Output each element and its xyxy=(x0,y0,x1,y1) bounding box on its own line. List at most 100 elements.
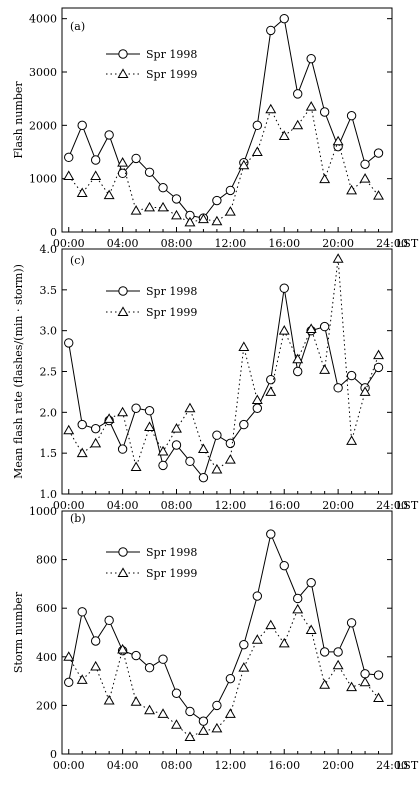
data-point-circle xyxy=(131,650,141,661)
data-point-triangle xyxy=(197,213,209,224)
data-point-circle xyxy=(118,286,128,296)
data-point-triangle xyxy=(319,364,331,374)
x-tick-label: 24:00 xyxy=(376,237,408,250)
data-point-triangle xyxy=(171,209,182,220)
data-point-circle xyxy=(306,577,316,588)
plot-frame xyxy=(61,248,393,495)
y-axis-label: Mean flash rate (flashes/(min · storm)) xyxy=(12,264,25,479)
legend-label: Spr 1999 xyxy=(146,68,197,81)
legend-entry: Spr 1999 xyxy=(106,567,197,580)
data-point-circle xyxy=(373,670,384,680)
data-point-triangle xyxy=(117,643,129,654)
x-tick-label: 16:00 xyxy=(268,237,300,250)
data-point-triangle xyxy=(63,651,75,661)
series-line xyxy=(68,532,379,722)
data-point-triangle xyxy=(211,722,223,733)
data-point-circle xyxy=(346,618,357,628)
data-point-circle xyxy=(77,607,87,617)
data-point-triangle xyxy=(319,173,331,184)
data-point-circle xyxy=(225,438,236,449)
y-tick-label: 3.0 xyxy=(40,325,58,338)
series-spr-1998 xyxy=(64,529,384,726)
series-spr-1999 xyxy=(63,253,384,474)
data-point-circle xyxy=(198,472,209,483)
plot-frame xyxy=(61,510,393,755)
data-point-triangle xyxy=(184,731,196,741)
data-point-triangle xyxy=(171,719,182,729)
x-tick-label: 12:00 xyxy=(215,759,247,772)
chart-panel-3: 0 200 400 600 800 1000 00:00 04:00 08:00 12:00 16:… xyxy=(12,505,419,772)
data-point-triangle xyxy=(251,394,263,405)
x-tick-label: 08:00 xyxy=(161,237,193,250)
data-point-triangle xyxy=(157,201,169,212)
data-point-circle xyxy=(158,460,168,471)
series-spr-1999 xyxy=(63,603,384,741)
data-point-circle xyxy=(225,185,236,196)
legend-label: Spr 1999 xyxy=(146,567,197,580)
data-point-circle xyxy=(319,321,330,332)
data-point-circle xyxy=(266,374,276,385)
legend-label: Spr 1998 xyxy=(146,285,197,298)
legend-label: Spr 1998 xyxy=(146,48,197,61)
y-tick-label: 4.0 xyxy=(40,243,58,256)
series-line xyxy=(68,105,379,223)
data-point-circle xyxy=(373,148,384,158)
data-point-circle xyxy=(346,111,357,121)
data-point-triangle xyxy=(305,624,317,635)
x-tick-label: 00:00 xyxy=(53,759,85,772)
data-point-triangle xyxy=(238,159,250,170)
data-point-triangle xyxy=(197,725,209,735)
y-axis-label: Storm number xyxy=(12,591,25,673)
x-unit-label: LST xyxy=(396,759,419,772)
chart-panel-2: 1.0 1.5 2.0 2.5 3.0 3.5 4.0 00:00 04:00 08:00 12:0… xyxy=(12,243,419,512)
y-tick-label: 800 xyxy=(36,554,57,567)
data-point-triangle xyxy=(359,173,371,183)
data-point-triangle xyxy=(90,660,102,671)
data-point-triangle xyxy=(197,443,209,454)
data-point-circle xyxy=(90,636,101,646)
x-unit-label: LST xyxy=(396,237,419,250)
y-tick-label: 600 xyxy=(36,602,57,615)
data-point-triangle xyxy=(278,130,290,140)
x-tick-label: 24:00 xyxy=(376,499,408,512)
data-point-circle xyxy=(333,383,343,393)
data-point-triangle xyxy=(130,461,142,471)
data-point-triangle xyxy=(373,692,384,703)
data-point-circle xyxy=(293,89,303,99)
data-point-triangle xyxy=(76,187,88,198)
data-point-triangle xyxy=(157,445,169,456)
data-point-triangle xyxy=(346,681,358,692)
data-point-triangle xyxy=(117,567,129,577)
x-tick-label: 16:00 xyxy=(268,759,300,772)
data-point-triangle xyxy=(103,189,115,200)
y-tick-label: 2.5 xyxy=(40,366,58,379)
x-tick-label: 04:00 xyxy=(107,499,139,512)
data-point-circle xyxy=(346,370,357,381)
legend-entry: Spr 1998 xyxy=(106,285,197,298)
data-point-triangle xyxy=(265,386,277,396)
data-point-triangle xyxy=(251,634,263,644)
x-tick-label: 12:00 xyxy=(215,499,247,512)
data-point-circle xyxy=(198,716,209,726)
data-point-triangle xyxy=(305,323,317,333)
data-point-circle xyxy=(104,615,114,626)
data-point-triangle xyxy=(332,659,344,670)
data-point-triangle xyxy=(265,103,277,114)
data-point-triangle xyxy=(103,694,115,705)
data-point-triangle xyxy=(90,170,102,180)
data-point-circle xyxy=(77,419,87,430)
series-spr-1998 xyxy=(64,13,384,223)
data-point-circle xyxy=(360,159,370,169)
data-point-triangle xyxy=(76,674,88,684)
data-point-circle xyxy=(131,153,141,164)
data-point-triangle xyxy=(211,215,223,226)
y-tick-label: 2.0 xyxy=(40,406,58,419)
data-point-triangle xyxy=(144,201,156,212)
data-point-triangle xyxy=(238,662,250,672)
y-tick-label: 3.5 xyxy=(40,284,58,297)
data-point-circle xyxy=(158,183,168,193)
plot-frame xyxy=(61,7,393,233)
series-line xyxy=(68,258,379,471)
series-spr-1999 xyxy=(63,101,384,227)
data-point-triangle xyxy=(238,341,250,351)
